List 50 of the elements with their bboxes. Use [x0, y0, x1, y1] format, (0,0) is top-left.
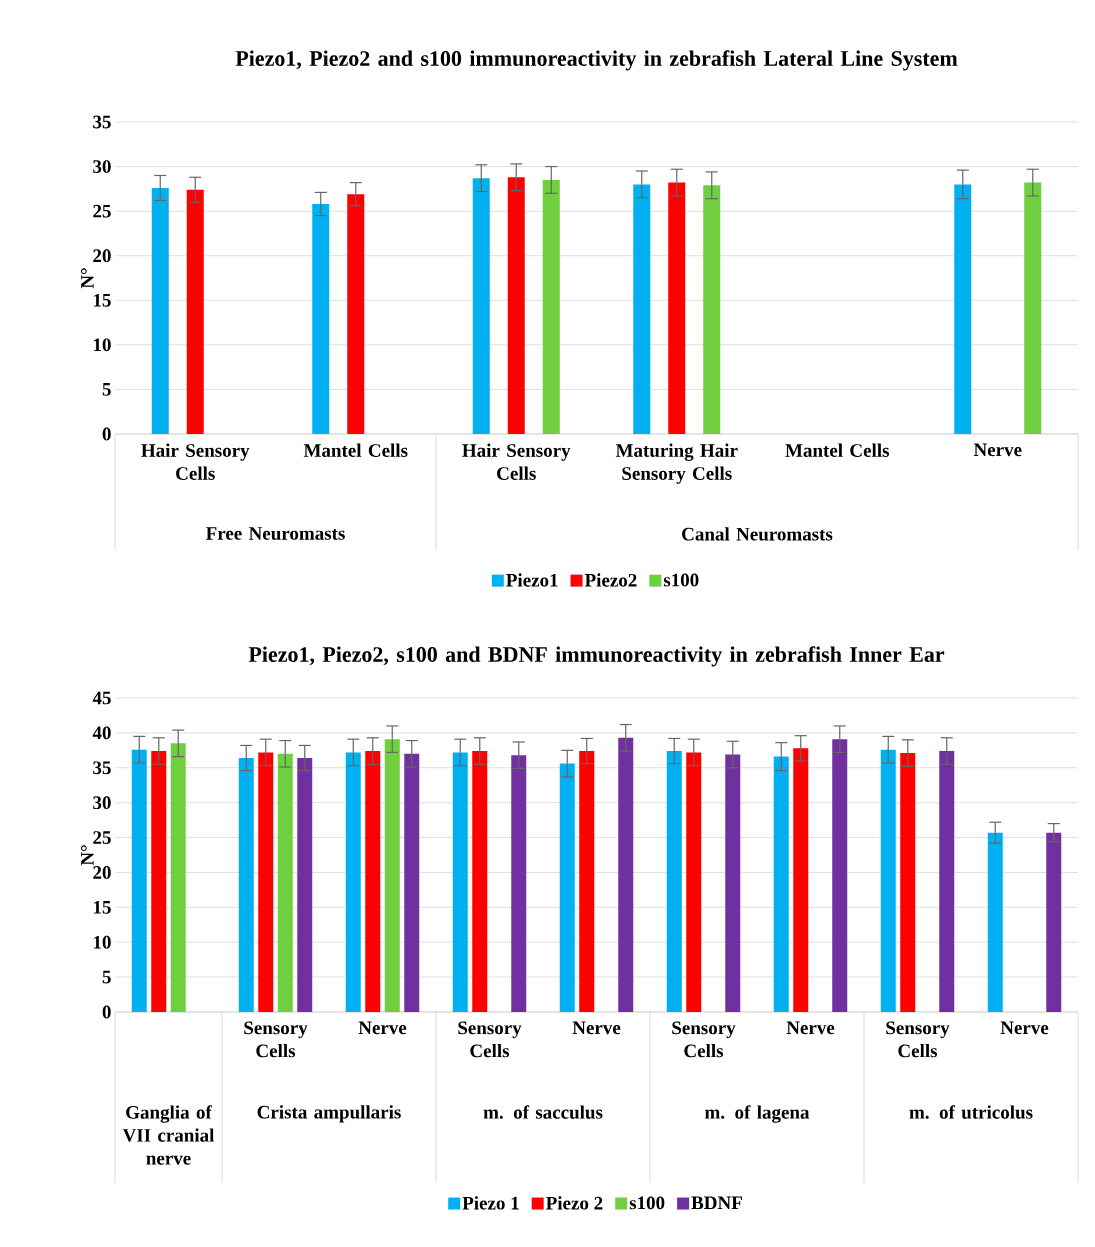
x-tick-label: Sensory Cells: [672, 1021, 736, 1058]
legend-label: Piezo 2: [546, 1196, 603, 1210]
chart-title: Piezo1, Piezo2 and s100 immunoreactivity in zebrafish Lateral Line System: [235, 50, 958, 71]
y-tick-label: 40: [92, 726, 111, 740]
x-tick-label: Sensory Cells: [244, 1021, 308, 1058]
legend-label: Piezo2: [584, 573, 637, 587]
legend-label: BDNF: [691, 1196, 742, 1210]
y-tick-label: 30: [93, 160, 111, 173]
y-tick-label: 25: [93, 831, 111, 844]
y-axis-title: N°: [80, 268, 94, 289]
y-tick-label: 35: [93, 761, 111, 775]
legend-label: s100: [663, 573, 699, 587]
y-tick-label: 15: [93, 293, 111, 307]
x-tick-label: Nerve: [786, 1021, 835, 1035]
text: m. of utricolus: [909, 1105, 1033, 1119]
y-tick-label: 45: [92, 691, 111, 705]
y-tick-label: 15: [93, 900, 111, 914]
legend-label: Piezo1: [506, 573, 558, 587]
y-tick-label: 0: [102, 1005, 111, 1019]
x-tick-label: Sensory Cells: [458, 1021, 522, 1058]
text: m. of lagena: [705, 1105, 810, 1123]
y-tick-label: 25: [93, 204, 111, 218]
y-tick-label: 0: [102, 427, 111, 441]
legend-label: Piezo 1: [462, 1196, 519, 1210]
y-tick-label: 5: [102, 970, 111, 984]
text: Free Neuromasts: [206, 527, 345, 540]
x-tick-label: Nerve: [572, 1021, 621, 1035]
x-tick-label: Sensory Cells: [886, 1021, 950, 1058]
text: Crista ampullaris: [257, 1105, 401, 1123]
chart-title: Piezo1, Piezo2, s100 and BDNF immunoreactivity in zebrafish Inner Ear: [248, 646, 945, 667]
text: m. of sacculus: [483, 1105, 603, 1119]
x-tick-label: Mantel Cells: [785, 443, 890, 457]
y-tick-label: 10: [93, 338, 111, 352]
y-tick-label: 20: [93, 249, 111, 263]
text: Canal Neuromasts: [682, 527, 833, 541]
y-tick-label: 30: [93, 796, 111, 810]
y-tick-label: 5: [102, 383, 111, 396]
x-tick-label: Mantel Cells: [303, 443, 408, 457]
x-tick-label: Maturing Hair Sensory Cells: [615, 443, 738, 484]
legend-label: s100: [629, 1196, 665, 1210]
x-tick-label: Hair Sensory Cells: [462, 443, 571, 480]
x-tick-label: Nerve: [973, 443, 1022, 457]
y-axis-title: N°: [80, 845, 94, 866]
y-tick-label: 20: [93, 866, 111, 879]
x-tick-label: Hair Sensory Cells: [141, 443, 250, 480]
x-tick-label: Nerve: [358, 1021, 407, 1035]
y-tick-label: 10: [93, 935, 111, 949]
text: Ganglia of VII cranial nerve: [122, 1105, 215, 1165]
x-tick-label: Nerve: [1000, 1021, 1049, 1035]
y-tick-label: 35: [93, 115, 111, 129]
